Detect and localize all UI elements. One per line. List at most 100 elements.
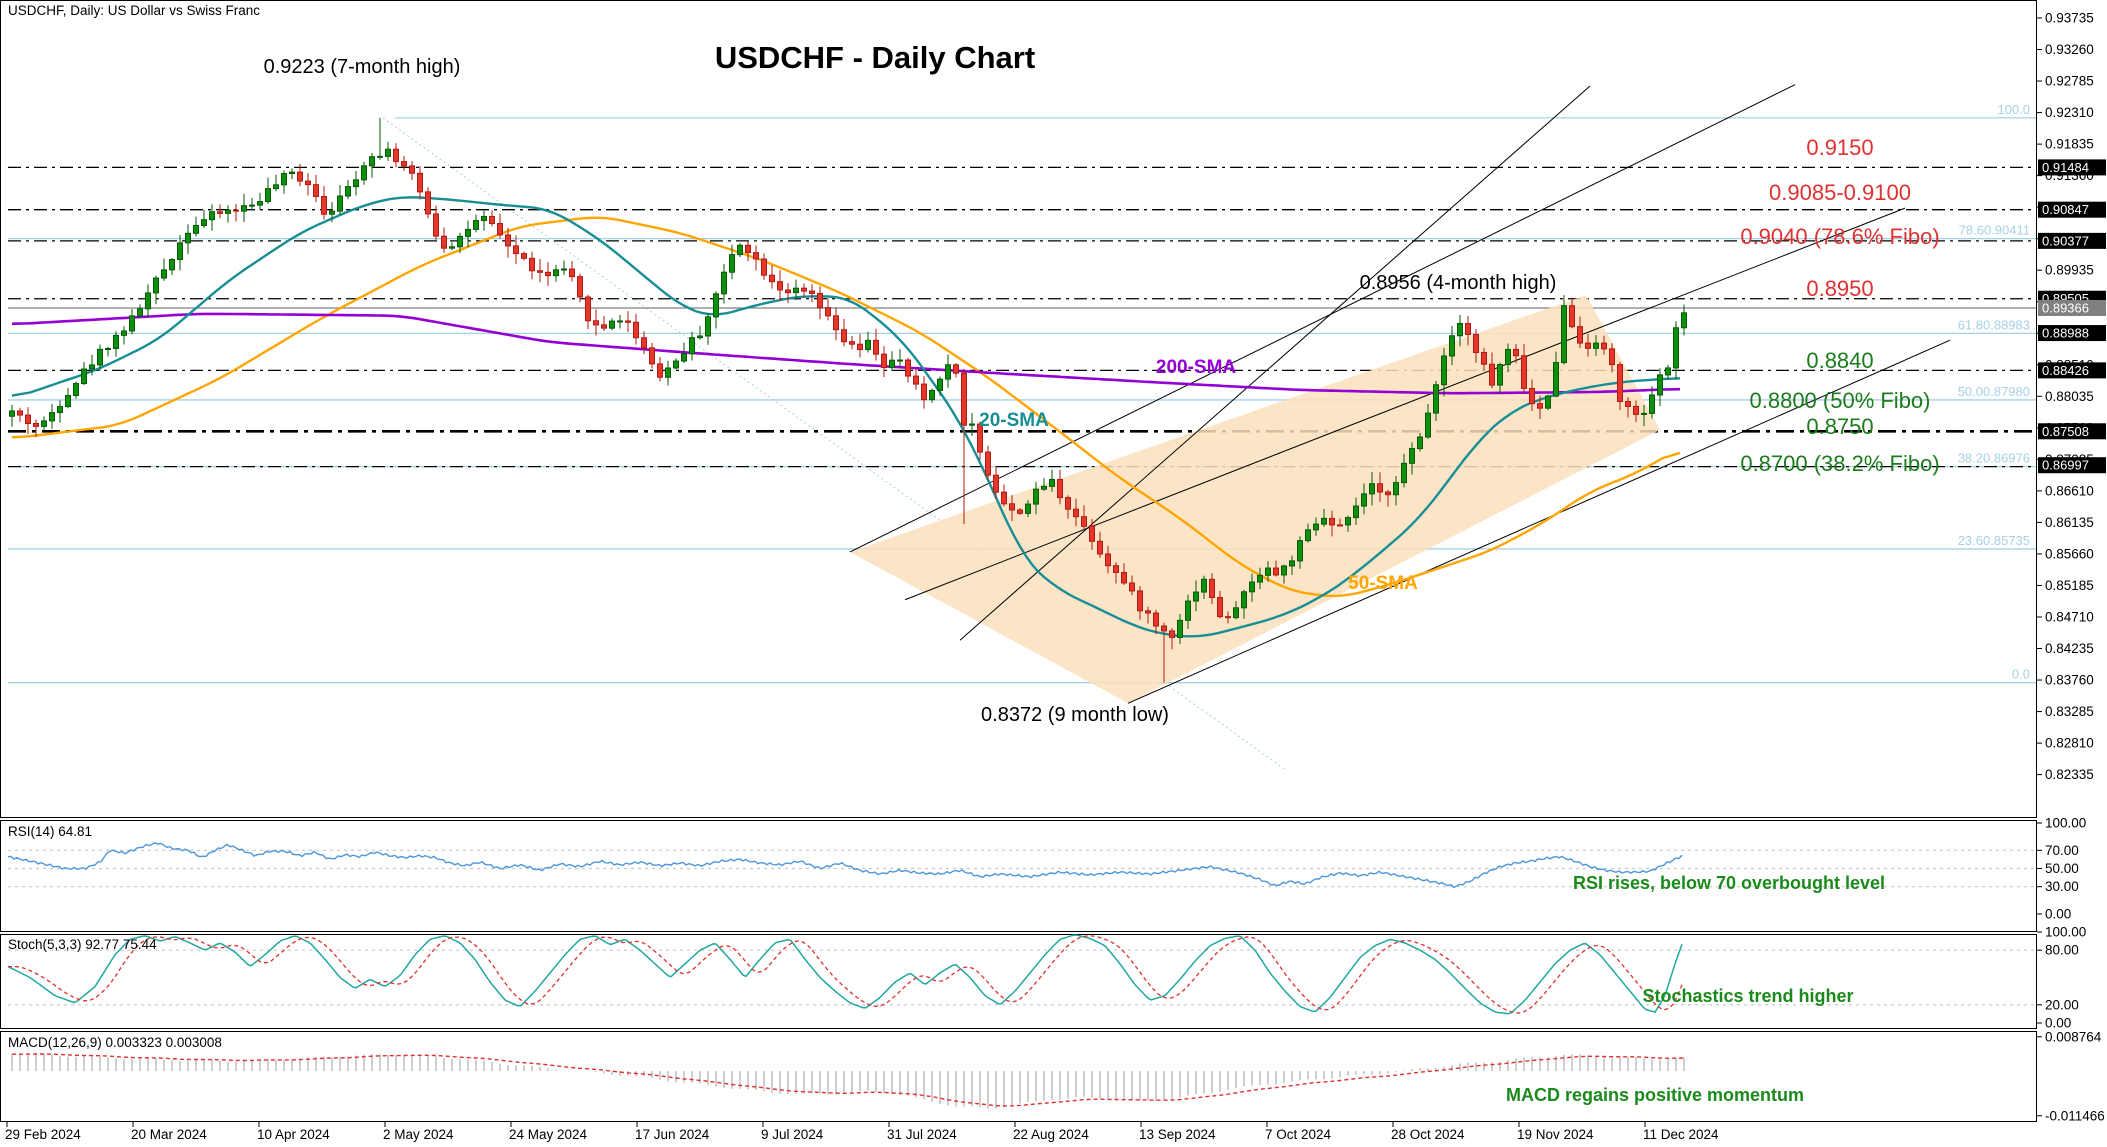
price-tick: 0.84235 [2045,641,2094,656]
price-tag-value: 0.91484 [2042,160,2089,175]
fib-label: 50.00.87980 [1958,384,2030,399]
rsi-axis-label: 0.00 [2045,907,2071,922]
price-tag-value: 0.86997 [2042,458,2089,473]
rsi-line [7,842,1683,889]
price-tick: 0.91835 [2045,137,2094,152]
resistance-label-0.9150: 0.9150 [1806,135,1874,161]
annotation-4-month-high: 0.8956 (4-month high) [1359,272,1557,294]
date-label: 29 Feb 2024 [5,1127,81,1142]
macd-panel: 0.008764 -0.011466 [11,1029,2105,1123]
date-label: 17 Jun 2024 [635,1127,710,1142]
date-label: 19 Nov 2024 [1517,1127,1594,1142]
stoch-axis-label: 100.00 [2045,925,2086,940]
price-tick: 0.84710 [2045,609,2094,624]
support-label-0.8700 (38.2% Fibo): 0.8700 (38.2% Fibo) [1740,450,1940,476]
fibonacci-retracement: 100.0 78.60.90411 61.80.88983 50.00.87980 38… [8,102,2036,771]
trendline-3 [1127,339,1951,704]
price-tag [2038,201,2106,218]
price-tick: 0.88035 [2045,389,2094,404]
trendline-4 [904,207,1906,601]
date-label: 24 May 2024 [509,1127,588,1142]
trendline-1 [849,84,1796,553]
price-tag [2038,457,2106,474]
rsi-axis-label: 100.00 [2045,816,2086,831]
macd-panel-label: MACD(12,26,9) 0.003323 0.003008 [8,1035,222,1050]
sma-50-line [11,216,1681,598]
chart-title: USDCHF - Daily Chart [714,40,1036,75]
price-tick: 0.93260 [2045,42,2094,57]
resistance-label-0.8950: 0.8950 [1806,275,1874,301]
price-tick: 0.89935 [2045,263,2094,278]
price-tag-value: 0.89366 [2042,300,2089,315]
price-tick: 0.85660 [2045,546,2094,561]
resistance-label-0.9040 (78.6% Fibo): 0.9040 (78.6% Fibo) [1740,223,1940,249]
rsi-panel: 100.00 70.00 50.00 30.00 0.00 [7,816,2086,922]
support-resistance-lines [8,166,2036,468]
fib-label: 78.60.90411 [1959,223,2030,238]
channel-shading [850,295,1660,704]
sma-200-label: 200-SMA [1155,357,1237,378]
macd-axis-label: -0.011466 [2045,1108,2105,1123]
price-tick: 0.82335 [2045,767,2094,782]
price-tick: 0.82810 [2045,736,2094,751]
trendline-2 [959,85,1591,641]
rsi-note: RSI rises, below 70 overbought level [1572,873,1886,893]
price-tick: 0.93735 [2045,11,2094,26]
macd-axis-label: 0.008764 [2045,1029,2102,1044]
stoch-axis-label: 20.00 [2045,997,2079,1012]
macd-note: MACD regains positive momentum [1505,1085,1805,1105]
date-label: 9 Jul 2024 [761,1127,824,1142]
date-label: 28 Oct 2024 [1391,1127,1465,1142]
price-tag-value: 0.87508 [2042,424,2089,439]
sma-200-line [11,312,1681,395]
price-tick: 0.83285 [2045,704,2094,719]
price-tick: 0.86135 [2045,515,2094,530]
rsi-panel-label: RSI(14) 64.81 [8,824,93,839]
rsi-axis-label: 50.00 [2045,861,2079,876]
symbol-header: USDCHF, Daily: US Dollar vs Swiss Franc [8,3,261,18]
date-label: 31 Jul 2024 [887,1127,957,1142]
fib-label: 23.60.85735 [1958,533,2030,548]
price-tag [2038,232,2106,249]
price-tick: 0.86610 [2045,483,2094,498]
panel-frames [0,0,2037,1122]
candlesticks [9,117,1687,683]
sma-50-label: 50-SMA [1348,573,1418,594]
rsi-axis-label: 30.00 [2045,879,2079,894]
price-axis: 0.937350.932600.927850.923100.918350.913… [2037,11,2106,782]
price-tag [2038,299,2106,316]
stoch-panel: 100.00 80.00 20.00 0.00 [7,925,2086,1031]
stoch-d-line [8,935,1683,1014]
price-tag [2038,325,2106,342]
price-tag-value: 0.88988 [2042,326,2089,341]
fib-diagonal [382,117,1286,771]
date-label: 22 Aug 2024 [1013,1127,1089,1142]
fib-label: 38.20.86976 [1958,451,2030,466]
sma-20-line [11,196,1681,638]
price-tag-value: 0.90377 [2042,233,2089,248]
date-label: 20 Mar 2024 [131,1127,207,1142]
fib-label: 100.0 [1997,102,2030,117]
trendlines [849,84,1951,704]
annotation-7-month-high: 0.9223 (7-month high) [263,56,461,78]
fib-label: 61.80.88983 [1958,317,2030,332]
sma-200-line [11,312,1681,395]
date-label: 10 Apr 2024 [257,1127,330,1142]
date-axis: 29 Feb 2024 20 Mar 2024 10 Apr 2024 2 May 2… [5,1121,1719,1142]
sma-50-line [11,216,1681,598]
date-label: 2 May 2024 [383,1127,454,1142]
price-tag [2038,159,2106,176]
price-tag [2038,423,2106,440]
stoch-panel-label: Stoch(5,3,3) 92.77 75.44 [8,937,157,952]
date-label: 11 Dec 2024 [1643,1127,1719,1142]
price-tag-value: 0.88426 [2042,363,2089,378]
stoch-k-line [7,934,1683,1015]
price-tick: 0.92310 [2045,105,2094,120]
annotation-9-month-low: 0.8372 (9 month low) [981,704,1169,726]
support-label-0.8750: 0.8750 [1806,414,1874,440]
stoch-axis-label: 80.00 [2045,943,2079,958]
macd-signal-line [12,1053,1685,1107]
sma-20-label: 20-SMA [979,410,1049,431]
